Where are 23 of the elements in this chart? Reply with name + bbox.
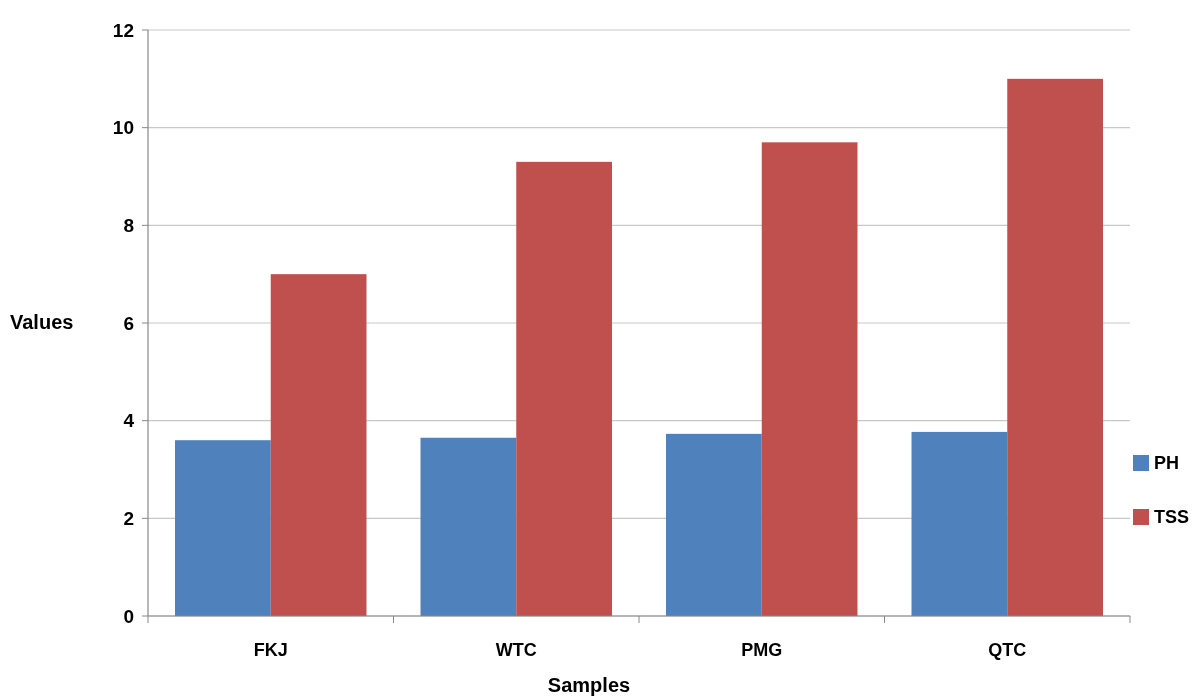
bar <box>911 431 1008 616</box>
bar <box>420 437 517 616</box>
y-tick-label: 12 <box>112 19 134 41</box>
y-tick-label: 10 <box>112 117 134 139</box>
y-tick-label: 2 <box>123 507 134 529</box>
y-tick-label: 8 <box>123 214 134 236</box>
legend-label: TSS <box>1154 507 1190 528</box>
x-tick-label: QTC <box>988 640 1027 660</box>
y-tick-label: 4 <box>123 410 135 432</box>
x-tick-label: WTC <box>495 640 537 660</box>
bar <box>666 433 762 616</box>
y-tick-label: 6 <box>123 312 134 334</box>
y-axis-title: Values <box>10 311 74 333</box>
y-tick-label: 0 <box>123 605 134 627</box>
bar <box>761 142 858 616</box>
bar <box>1007 78 1103 616</box>
bar <box>175 440 271 616</box>
x-tick-label: FKJ <box>253 640 288 660</box>
x-tick-label: PMG <box>741 640 783 660</box>
bar <box>270 274 367 616</box>
x-axis-title: Samples <box>547 674 631 696</box>
legend-label: PH <box>1154 453 1180 474</box>
bar <box>516 161 612 616</box>
